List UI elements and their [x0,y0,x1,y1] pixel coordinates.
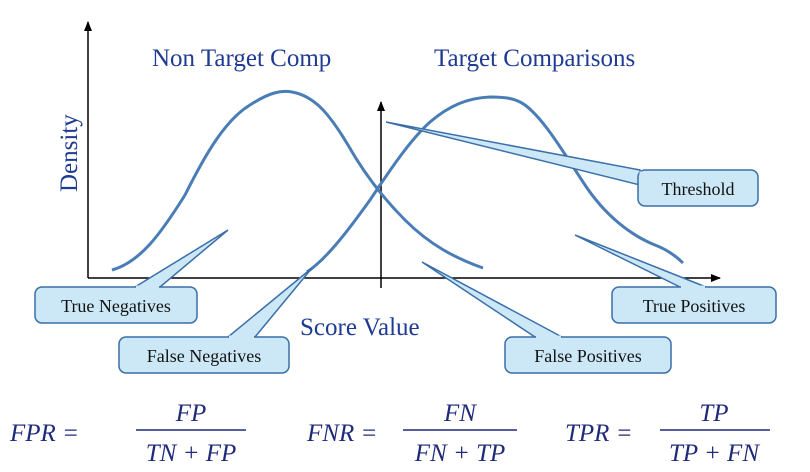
fnr-formula: FNR = FN FN + TP [306,400,517,467]
non-target-title: Non Target Comp [152,45,331,72]
y-axis-label: Density [56,114,83,192]
x-axis-label: Score Value [300,314,420,341]
tpr-lhs: TPR = [565,420,633,447]
threshold-callout: Threshold [385,121,759,207]
tpr-numerator: TP [699,400,728,427]
false-negatives-label: False Negatives [147,346,261,366]
false-positives-callout: False Positives [421,261,672,374]
false-positives-label: False Positives [534,346,642,366]
true-negatives-callout: True Negatives [34,229,229,324]
true-positives-label: True Positives [643,296,746,316]
fpr-numerator: FP [175,400,207,427]
fpr-lhs: FPR = [9,420,79,447]
target-curve [306,95,685,274]
non-target-curve [111,89,484,272]
target-title: Target Comparisons [434,45,635,72]
fpr-denominator: TN + FP [146,440,237,467]
true-negatives-label: True Negatives [61,296,171,316]
true-positives-callout: True Positives [574,234,777,324]
tpr-formula: TPR = TP TP + FN [565,400,770,467]
threshold-label: Threshold [662,179,735,199]
tpr-denominator: TP + FN [669,440,760,467]
false-negatives-callout: False Negatives [118,267,313,374]
fnr-lhs: FNR = [306,420,377,447]
fnr-denominator: FN + TP [414,440,506,467]
fpr-formula: FPR = FP TN + FP [9,400,246,467]
fnr-numerator: FN [443,400,477,427]
